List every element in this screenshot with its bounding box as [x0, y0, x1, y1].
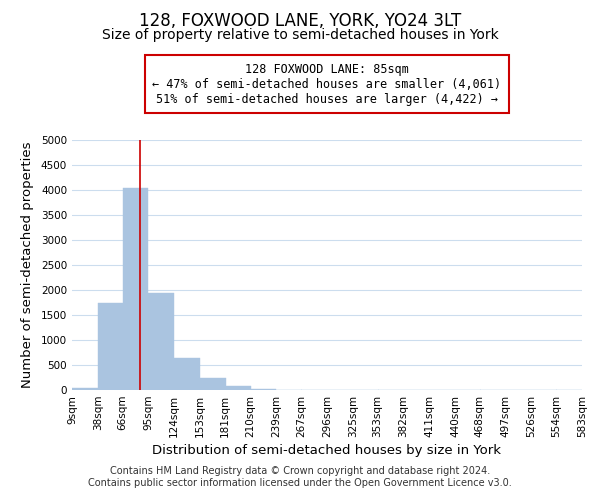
Y-axis label: Number of semi-detached properties: Number of semi-detached properties: [21, 142, 34, 388]
Bar: [225, 386, 251, 390]
Bar: [251, 388, 277, 390]
Text: 128, FOXWOOD LANE, YORK, YO24 3LT: 128, FOXWOOD LANE, YORK, YO24 3LT: [139, 12, 461, 30]
Bar: [72, 388, 98, 390]
Bar: [148, 292, 174, 390]
Bar: [174, 358, 200, 390]
Text: Size of property relative to semi-detached houses in York: Size of property relative to semi-detach…: [101, 28, 499, 42]
Bar: [122, 188, 148, 390]
Text: Contains HM Land Registry data © Crown copyright and database right 2024.
Contai: Contains HM Land Registry data © Crown c…: [88, 466, 512, 487]
Bar: [200, 378, 226, 390]
Bar: [98, 302, 124, 390]
X-axis label: Distribution of semi-detached houses by size in York: Distribution of semi-detached houses by …: [152, 444, 502, 457]
Text: 128 FOXWOOD LANE: 85sqm
← 47% of semi-detached houses are smaller (4,061)
51% of: 128 FOXWOOD LANE: 85sqm ← 47% of semi-de…: [152, 62, 502, 106]
